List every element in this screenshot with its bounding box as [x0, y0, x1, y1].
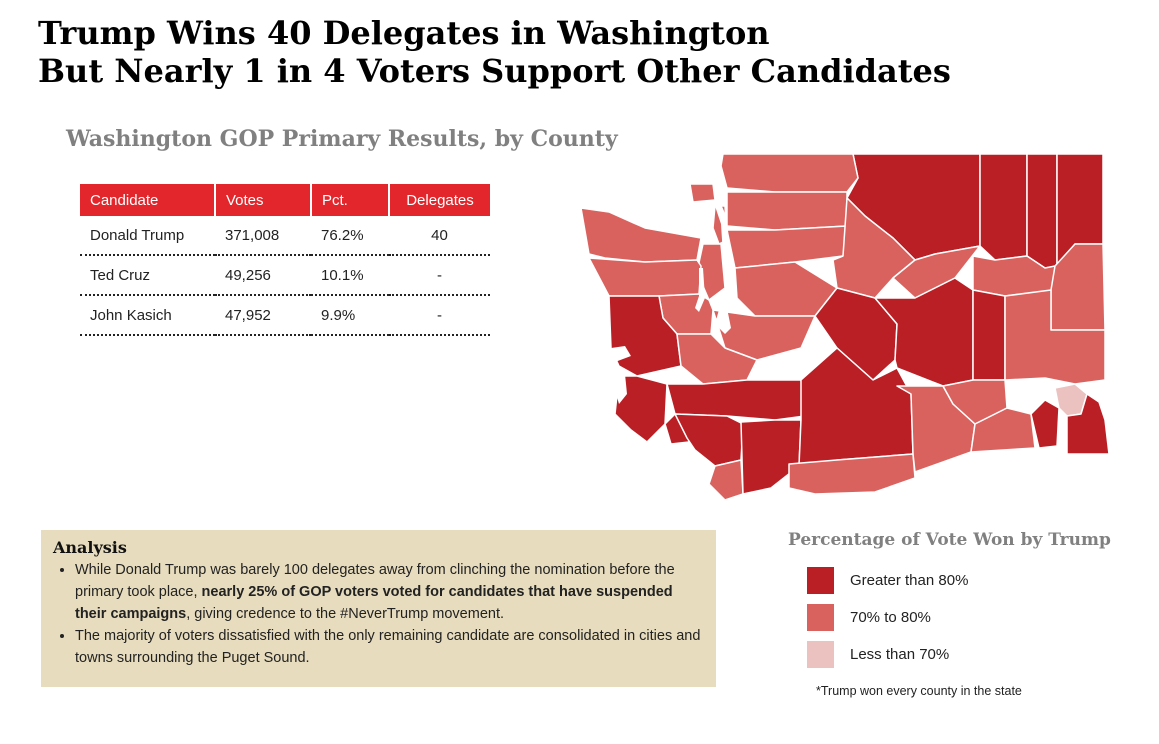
county-skagit — [726, 191, 848, 231]
table-row: Ted Cruz 49,256 10.1% - — [80, 255, 490, 296]
legend-label: Greater than 80% — [850, 572, 969, 589]
footnote: *Trump won every county in the state — [816, 684, 1022, 698]
header-votes: Votes — [215, 184, 312, 216]
county-clark — [708, 459, 744, 501]
county-thurston — [676, 333, 758, 385]
header-pct: Pct. — [311, 184, 390, 216]
willapa-bay-water — [615, 374, 627, 404]
bullet-emphasis: nearly 25% of GOP voters voted for candi… — [75, 584, 673, 622]
legend-swatch — [807, 641, 834, 668]
county-san-juan — [689, 183, 716, 203]
vote-count: 47,952 — [215, 295, 311, 336]
county-stevens — [1026, 153, 1058, 269]
county-columbia — [1030, 399, 1060, 449]
county-walla-walla — [970, 407, 1036, 453]
county-asotin — [1066, 393, 1110, 455]
candidate-name: John Kasich — [80, 295, 215, 336]
page-title: Trump Wins 40 Delegates in Washington Bu… — [38, 14, 1038, 90]
map-subtitle: Washington GOP Primary Results, by Count… — [66, 126, 618, 152]
county-grant — [874, 277, 974, 387]
title-line-2: But Nearly 1 in 4 Voters Support Other C… — [38, 52, 951, 90]
county-pacific — [614, 375, 668, 443]
grays-harbor-water — [611, 346, 631, 362]
analysis-bullet: The majority of voters dissatisfied with… — [75, 625, 704, 669]
delegate-count: 40 — [389, 216, 490, 256]
county-jefferson — [588, 257, 702, 297]
results-header-row: Candidate Votes Pct. Delegates — [80, 184, 490, 216]
analysis-bullet: While Donald Trump was barely 100 delega… — [75, 559, 704, 625]
county-chelan — [832, 197, 916, 299]
county-klickitat — [788, 453, 916, 495]
legend-label: 70% to 80% — [850, 609, 931, 626]
county-snohomish — [726, 225, 848, 269]
county-clallam — [580, 207, 702, 263]
puget-sound-water — [709, 204, 731, 334]
washington-county-map — [580, 153, 1110, 501]
legend-item-mid: 70% to 80% — [807, 599, 1128, 636]
table-row: Donald Trump 371,008 76.2% 40 — [80, 216, 490, 256]
vote-pct: 9.9% — [311, 295, 389, 336]
vote-pct: 10.1% — [311, 255, 389, 296]
county-adams — [972, 289, 1006, 381]
bullet-text: While Donald Trump was barely 100 delega… — [75, 562, 675, 600]
analysis-heading: Analysis — [53, 538, 127, 557]
hood-canal-water — [695, 268, 705, 312]
legend-swatch — [807, 604, 834, 631]
table-row: John Kasich 47,952 9.9% - — [80, 295, 490, 336]
candidate-name: Ted Cruz — [80, 255, 215, 296]
analysis-list: While Donald Trump was barely 100 delega… — [53, 559, 704, 669]
bullet-text: , giving credence to the #NeverTrump mov… — [186, 606, 505, 622]
legend-item-low: Less than 70% — [807, 636, 1128, 673]
analysis-box: Analysis While Donald Trump was barely 1… — [41, 530, 716, 687]
results-table: Candidate Votes Pct. Delegates Donald Tr… — [80, 184, 490, 336]
county-ferry — [979, 153, 1028, 261]
legend-label: Less than 70% — [850, 646, 950, 663]
header-delegates: Delegates — [389, 184, 490, 216]
county-whatcom — [720, 153, 859, 193]
delegate-count: - — [389, 295, 490, 336]
map-legend: Percentage of Vote Won by Trump Greater … — [788, 530, 1128, 673]
title-line-1: Trump Wins 40 Delegates in Washington — [38, 14, 770, 52]
legend-swatch — [807, 567, 834, 594]
delegate-count: - — [389, 255, 490, 296]
legend-title: Percentage of Vote Won by Trump — [788, 530, 1111, 550]
header-candidate: Candidate — [80, 184, 216, 216]
vote-pct: 76.2% — [311, 216, 389, 256]
vote-count: 371,008 — [215, 216, 311, 256]
candidate-name: Donald Trump — [80, 216, 215, 256]
legend-item-high: Greater than 80% — [807, 562, 1128, 599]
county-whitman — [1004, 289, 1106, 385]
vote-count: 49,256 — [215, 255, 311, 296]
